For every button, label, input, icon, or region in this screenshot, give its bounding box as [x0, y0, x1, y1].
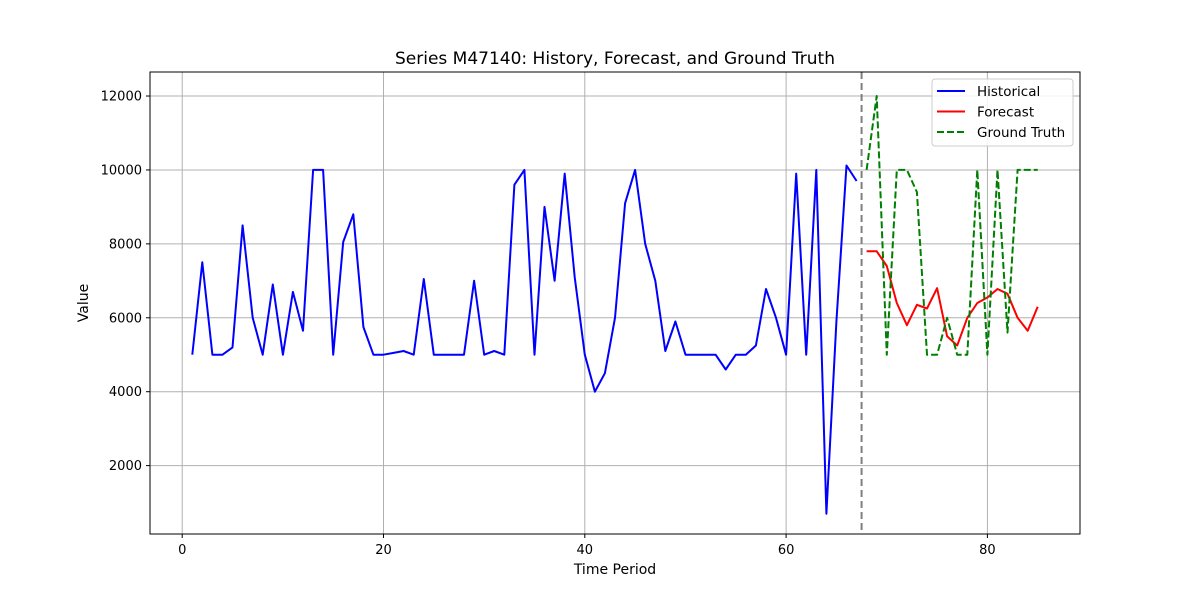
- y-tick-label: 10000: [101, 163, 142, 178]
- axis-ticks: 0 20 40 60 80 2000 4000 6000 8000 10000 12000: [101, 90, 996, 558]
- y-tick-label: 12000: [101, 90, 142, 105]
- ground-truth-line: [865, 95, 1038, 356]
- y-tick-label: 8000: [109, 237, 142, 252]
- grid: [150, 72, 1080, 534]
- legend-label: Forecast: [977, 105, 1034, 121]
- chart-title: Series M47140: History, Forecast, and Gr…: [395, 49, 835, 69]
- y-axis-title: Value: [76, 284, 92, 322]
- series-layer: [191, 95, 1039, 515]
- legend-label: Ground Truth: [977, 125, 1065, 141]
- x-tick-label: 0: [178, 543, 186, 558]
- legend-label: Historical: [977, 84, 1040, 100]
- x-tick-label: 20: [375, 543, 392, 558]
- x-tick-label: 40: [577, 543, 594, 558]
- historical-line: [191, 164, 858, 515]
- legend: Historical Forecast Ground Truth: [931, 78, 1074, 147]
- legend-box: [931, 78, 1074, 147]
- y-tick-label: 6000: [109, 311, 142, 326]
- y-tick-label: 2000: [109, 459, 142, 474]
- plot-frame: [149, 71, 1081, 535]
- x-tick-label: 80: [979, 543, 996, 558]
- y-tick-label: 4000: [109, 385, 142, 400]
- x-axis-title: Time Period: [573, 562, 656, 578]
- x-tick-label: 60: [778, 543, 795, 558]
